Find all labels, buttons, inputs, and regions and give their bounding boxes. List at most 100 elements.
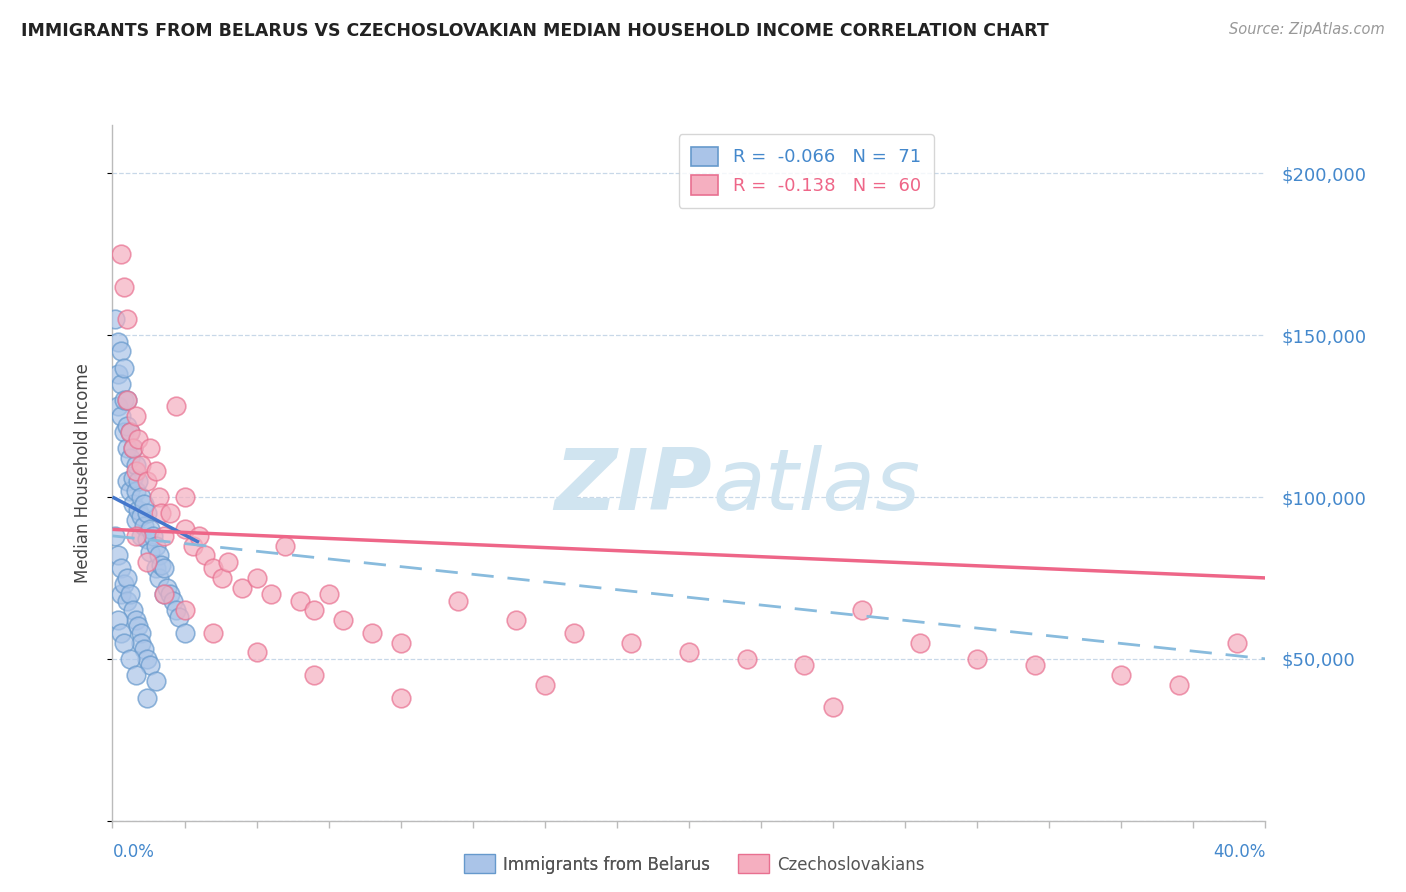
Point — [115, 312, 138, 326]
Point — [107, 400, 129, 414]
Point — [304, 603, 326, 617]
Point — [211, 571, 233, 585]
Point — [332, 613, 354, 627]
Point — [148, 490, 170, 504]
Point — [153, 529, 176, 543]
Point — [104, 529, 127, 543]
Point — [112, 392, 135, 407]
Point — [112, 360, 135, 375]
Point — [139, 545, 162, 559]
Text: 0.0%: 0.0% — [112, 843, 155, 861]
Point — [110, 409, 132, 424]
Point — [162, 593, 184, 607]
Point — [110, 587, 132, 601]
Point — [115, 442, 138, 456]
Point — [1111, 668, 1133, 682]
Point — [389, 690, 412, 705]
Point — [678, 645, 700, 659]
Point — [165, 603, 187, 617]
Point — [139, 658, 162, 673]
Y-axis label: Median Household Income: Median Household Income — [73, 363, 91, 582]
Point — [124, 409, 146, 424]
Point — [360, 626, 382, 640]
Text: 40.0%: 40.0% — [1213, 843, 1265, 861]
Point — [129, 509, 153, 524]
Point — [851, 603, 873, 617]
Point — [139, 442, 162, 456]
Point — [134, 496, 156, 510]
Point — [245, 645, 267, 659]
Point — [121, 442, 143, 456]
Point — [110, 247, 132, 261]
Point — [118, 425, 141, 440]
Point — [118, 652, 141, 666]
Text: ZIP: ZIP — [554, 445, 711, 528]
Point — [165, 400, 187, 414]
Point — [121, 442, 143, 456]
Point — [124, 613, 146, 627]
Point — [107, 334, 129, 349]
Point — [173, 626, 195, 640]
Point — [118, 425, 141, 440]
Point — [115, 418, 138, 433]
Point — [115, 571, 138, 585]
Point — [173, 490, 195, 504]
Point — [112, 425, 135, 440]
Point — [142, 529, 165, 543]
Point — [389, 635, 412, 649]
Point — [115, 474, 138, 488]
Point — [124, 483, 146, 498]
Point — [118, 587, 141, 601]
Point — [124, 458, 146, 472]
Point — [136, 532, 159, 546]
Point — [127, 474, 149, 488]
Point — [1024, 658, 1046, 673]
Point — [153, 587, 176, 601]
Text: Immigrants from Belarus: Immigrants from Belarus — [503, 856, 710, 874]
Text: Source: ZipAtlas.com: Source: ZipAtlas.com — [1229, 22, 1385, 37]
Point — [318, 587, 340, 601]
Point — [202, 626, 225, 640]
Point — [966, 652, 988, 666]
Point — [194, 549, 217, 563]
Point — [148, 549, 170, 563]
Text: Immigrants from Belarus: Immigrants from Belarus — [503, 856, 710, 874]
Point — [620, 635, 643, 649]
Point — [104, 312, 127, 326]
Point — [181, 539, 204, 553]
Point — [1226, 635, 1249, 649]
Point — [112, 577, 135, 591]
Point — [124, 529, 146, 543]
Point — [150, 558, 173, 572]
Point — [274, 539, 297, 553]
Point — [129, 490, 153, 504]
Point — [136, 474, 159, 488]
Text: Czechoslovakians: Czechoslovakians — [778, 856, 925, 874]
Point — [107, 367, 129, 381]
Point — [112, 279, 135, 293]
Point — [136, 690, 159, 705]
Point — [127, 619, 149, 633]
Point — [202, 561, 225, 575]
Point — [793, 658, 815, 673]
Point — [115, 392, 138, 407]
Point — [129, 458, 153, 472]
Point — [124, 513, 146, 527]
Point — [167, 609, 190, 624]
Point — [115, 593, 138, 607]
Text: atlas: atlas — [711, 445, 920, 528]
Point — [127, 503, 149, 517]
Point — [562, 626, 585, 640]
Point — [121, 496, 143, 510]
Point — [136, 555, 159, 569]
Point — [288, 593, 311, 607]
Point — [908, 635, 931, 649]
Point — [129, 529, 153, 543]
Point — [145, 539, 167, 553]
Point — [217, 555, 239, 569]
Point — [245, 571, 267, 585]
Point — [110, 626, 132, 640]
Point — [121, 603, 143, 617]
Point — [260, 587, 283, 601]
Point — [136, 506, 159, 520]
